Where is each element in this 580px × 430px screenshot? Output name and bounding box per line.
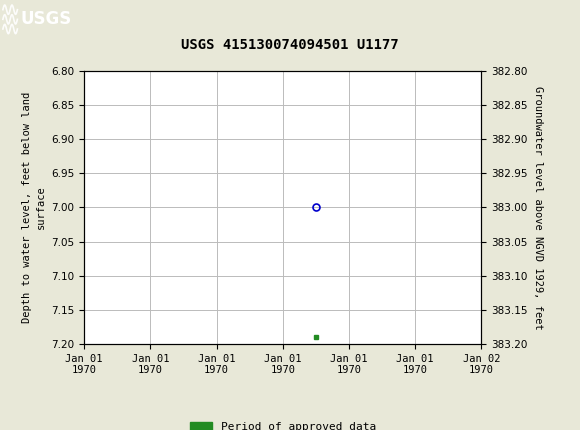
- Legend: Period of approved data: Period of approved data: [185, 417, 380, 430]
- Y-axis label: Depth to water level, feet below land
surface: Depth to water level, feet below land su…: [23, 92, 46, 323]
- Text: USGS 415130074094501 U1177: USGS 415130074094501 U1177: [181, 38, 399, 52]
- Text: USGS: USGS: [20, 10, 71, 28]
- Y-axis label: Groundwater level above NGVD 1929, feet: Groundwater level above NGVD 1929, feet: [533, 86, 543, 329]
